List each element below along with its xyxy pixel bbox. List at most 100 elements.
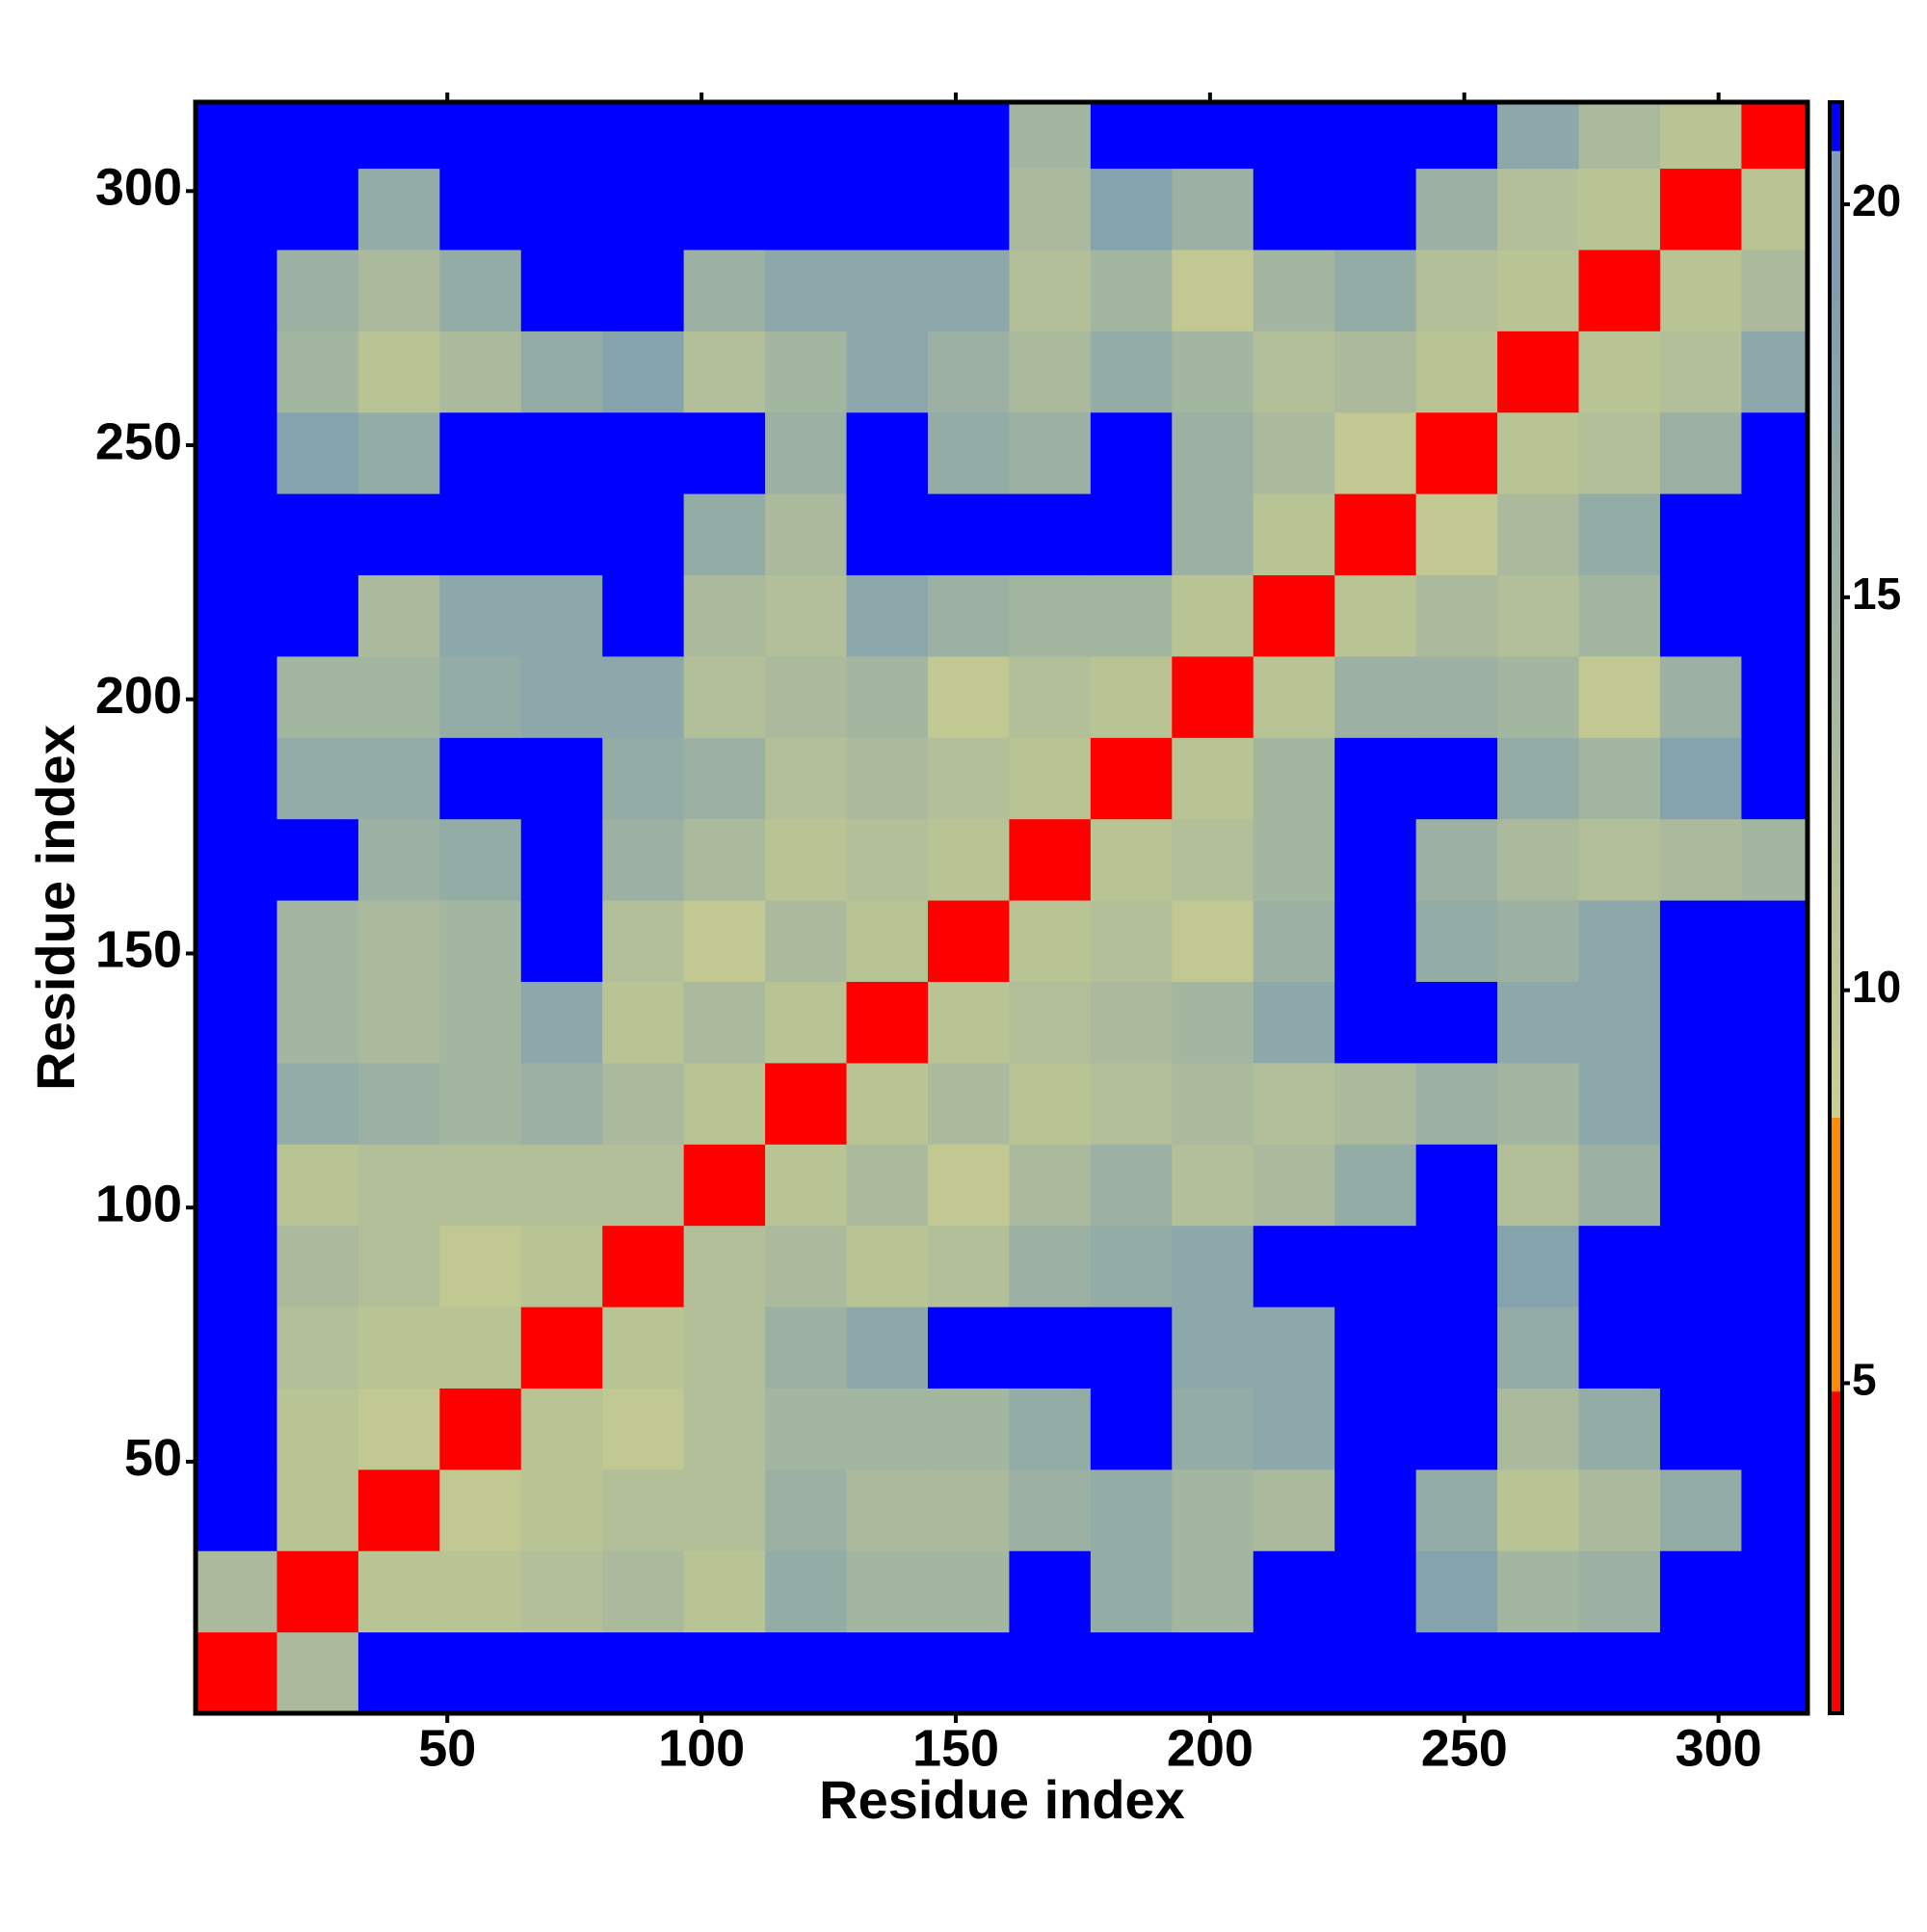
heatmap-cell — [1659, 493, 1742, 576]
heatmap-cell — [196, 574, 277, 657]
heatmap-cell — [277, 102, 359, 170]
heatmap-cell — [1172, 493, 1254, 576]
heatmap-cell — [683, 1469, 766, 1551]
colorbar-segment — [1830, 304, 1842, 312]
heatmap-cell — [602, 1144, 685, 1227]
heatmap-cell — [1090, 331, 1173, 413]
colorbar-segment — [1830, 1656, 1842, 1666]
heatmap-cell — [1659, 1631, 1742, 1714]
heatmap-cell — [1172, 1307, 1254, 1389]
heatmap-cell — [196, 1062, 277, 1145]
colorbar-segment — [1830, 698, 1842, 707]
colorbar-segment — [1830, 1471, 1842, 1481]
colorbar-segment — [1830, 1045, 1842, 1054]
colorbar-segment — [1830, 1366, 1842, 1376]
heatmap-cell — [1578, 1144, 1661, 1227]
colorbar-segment — [1830, 278, 1842, 288]
colorbar-segment — [1830, 271, 1842, 280]
colorbar-segment — [1830, 1374, 1842, 1384]
colorbar-segment — [1830, 1705, 1842, 1714]
colorbar-tick-label: 5 — [1852, 1355, 1877, 1405]
colorbar-segment — [1830, 464, 1842, 474]
heatmap-cell — [1090, 574, 1173, 657]
colorbar-segment — [1830, 714, 1842, 724]
heatmap-cell — [1497, 1307, 1580, 1389]
colorbar-segment — [1830, 1688, 1842, 1698]
heatmap-cell — [196, 1550, 277, 1633]
colorbar-segment — [1830, 166, 1842, 175]
heatmap-cell — [1415, 1307, 1498, 1389]
colorbar-segment — [1830, 367, 1842, 377]
heatmap-cell — [1415, 574, 1498, 657]
colorbar-segment — [1830, 1664, 1842, 1674]
colorbar-segment — [1830, 971, 1842, 981]
heatmap-cell — [927, 493, 1010, 576]
heatmap-cell — [1172, 981, 1254, 1064]
heatmap-cell — [1172, 655, 1254, 738]
heatmap-cell — [1659, 1225, 1742, 1308]
colorbar-segment — [1830, 794, 1842, 804]
heatmap-cell — [520, 1631, 603, 1714]
heatmap-cell — [1578, 818, 1661, 901]
heatmap-cell — [765, 1307, 848, 1389]
colorbar-segment — [1830, 746, 1842, 755]
colorbar-segment — [1830, 1205, 1842, 1215]
colorbar-segment — [1830, 649, 1842, 659]
colorbar-segment — [1830, 1270, 1842, 1280]
heatmap-cell — [1253, 1225, 1335, 1308]
heatmap-cell — [846, 1550, 929, 1633]
heatmap-cell — [277, 1469, 359, 1551]
colorbar-segment — [1830, 923, 1842, 933]
colorbar-segment — [1830, 537, 1842, 546]
heatmap-cell — [846, 493, 929, 576]
heatmap-cell — [1741, 574, 1808, 657]
colorbar-segment — [1830, 1431, 1842, 1441]
heatmap-cell — [1741, 168, 1808, 251]
plot-frame — [193, 99, 1810, 1716]
heatmap-cell — [1741, 1144, 1808, 1227]
colorbar-segment — [1830, 1230, 1842, 1239]
heatmap-cell — [1415, 1388, 1498, 1470]
heatmap-cell — [1578, 1307, 1661, 1389]
heatmap-cell — [1334, 331, 1417, 413]
colorbar-segment — [1830, 867, 1842, 877]
heatmap-cell — [846, 168, 929, 251]
heatmap-cell — [357, 981, 440, 1064]
colorbar-segment — [1830, 1390, 1842, 1400]
heatmap-cell — [520, 331, 603, 413]
heatmap-cell — [1659, 102, 1742, 170]
colorbar-segment — [1830, 1117, 1842, 1126]
colorbar-segment — [1830, 1560, 1842, 1570]
heatmap-cell — [1415, 249, 1498, 331]
colorbar-segment — [1830, 601, 1842, 611]
heatmap-cell — [927, 1550, 1010, 1633]
colorbar-segment — [1830, 1254, 1842, 1263]
heatmap-cell — [1415, 737, 1498, 820]
colorbar-segment — [1830, 1237, 1842, 1247]
colorbar-segment — [1830, 827, 1842, 836]
heatmap-cell — [846, 574, 929, 657]
colorbar-segment — [1830, 1632, 1842, 1642]
colorbar-segment — [1830, 553, 1842, 563]
heatmap-cell — [1415, 1550, 1498, 1633]
colorbar-segment — [1830, 1076, 1842, 1086]
heatmap-cell — [1497, 655, 1580, 738]
heatmap-cell — [602, 1469, 685, 1551]
heatmap-cell — [602, 249, 685, 331]
heatmap-cell — [196, 900, 277, 982]
colorbar-segment — [1830, 1649, 1842, 1658]
heatmap-cell — [196, 331, 277, 413]
colorbar-segment — [1830, 1342, 1842, 1352]
heatmap-cell — [1090, 493, 1173, 576]
colorbar-segment — [1830, 1536, 1842, 1546]
colorbar-segment — [1830, 625, 1842, 635]
heatmap-cell — [277, 1631, 359, 1714]
colorbar-segment — [1830, 505, 1842, 514]
heatmap-cell — [277, 249, 359, 331]
heatmap-cell — [1172, 1062, 1254, 1145]
colorbar-segment — [1830, 529, 1842, 539]
colorbar-segment — [1830, 335, 1842, 345]
heatmap-cell — [1172, 1631, 1254, 1714]
heatmap-cell — [520, 168, 603, 251]
heatmap-cell — [196, 818, 277, 901]
